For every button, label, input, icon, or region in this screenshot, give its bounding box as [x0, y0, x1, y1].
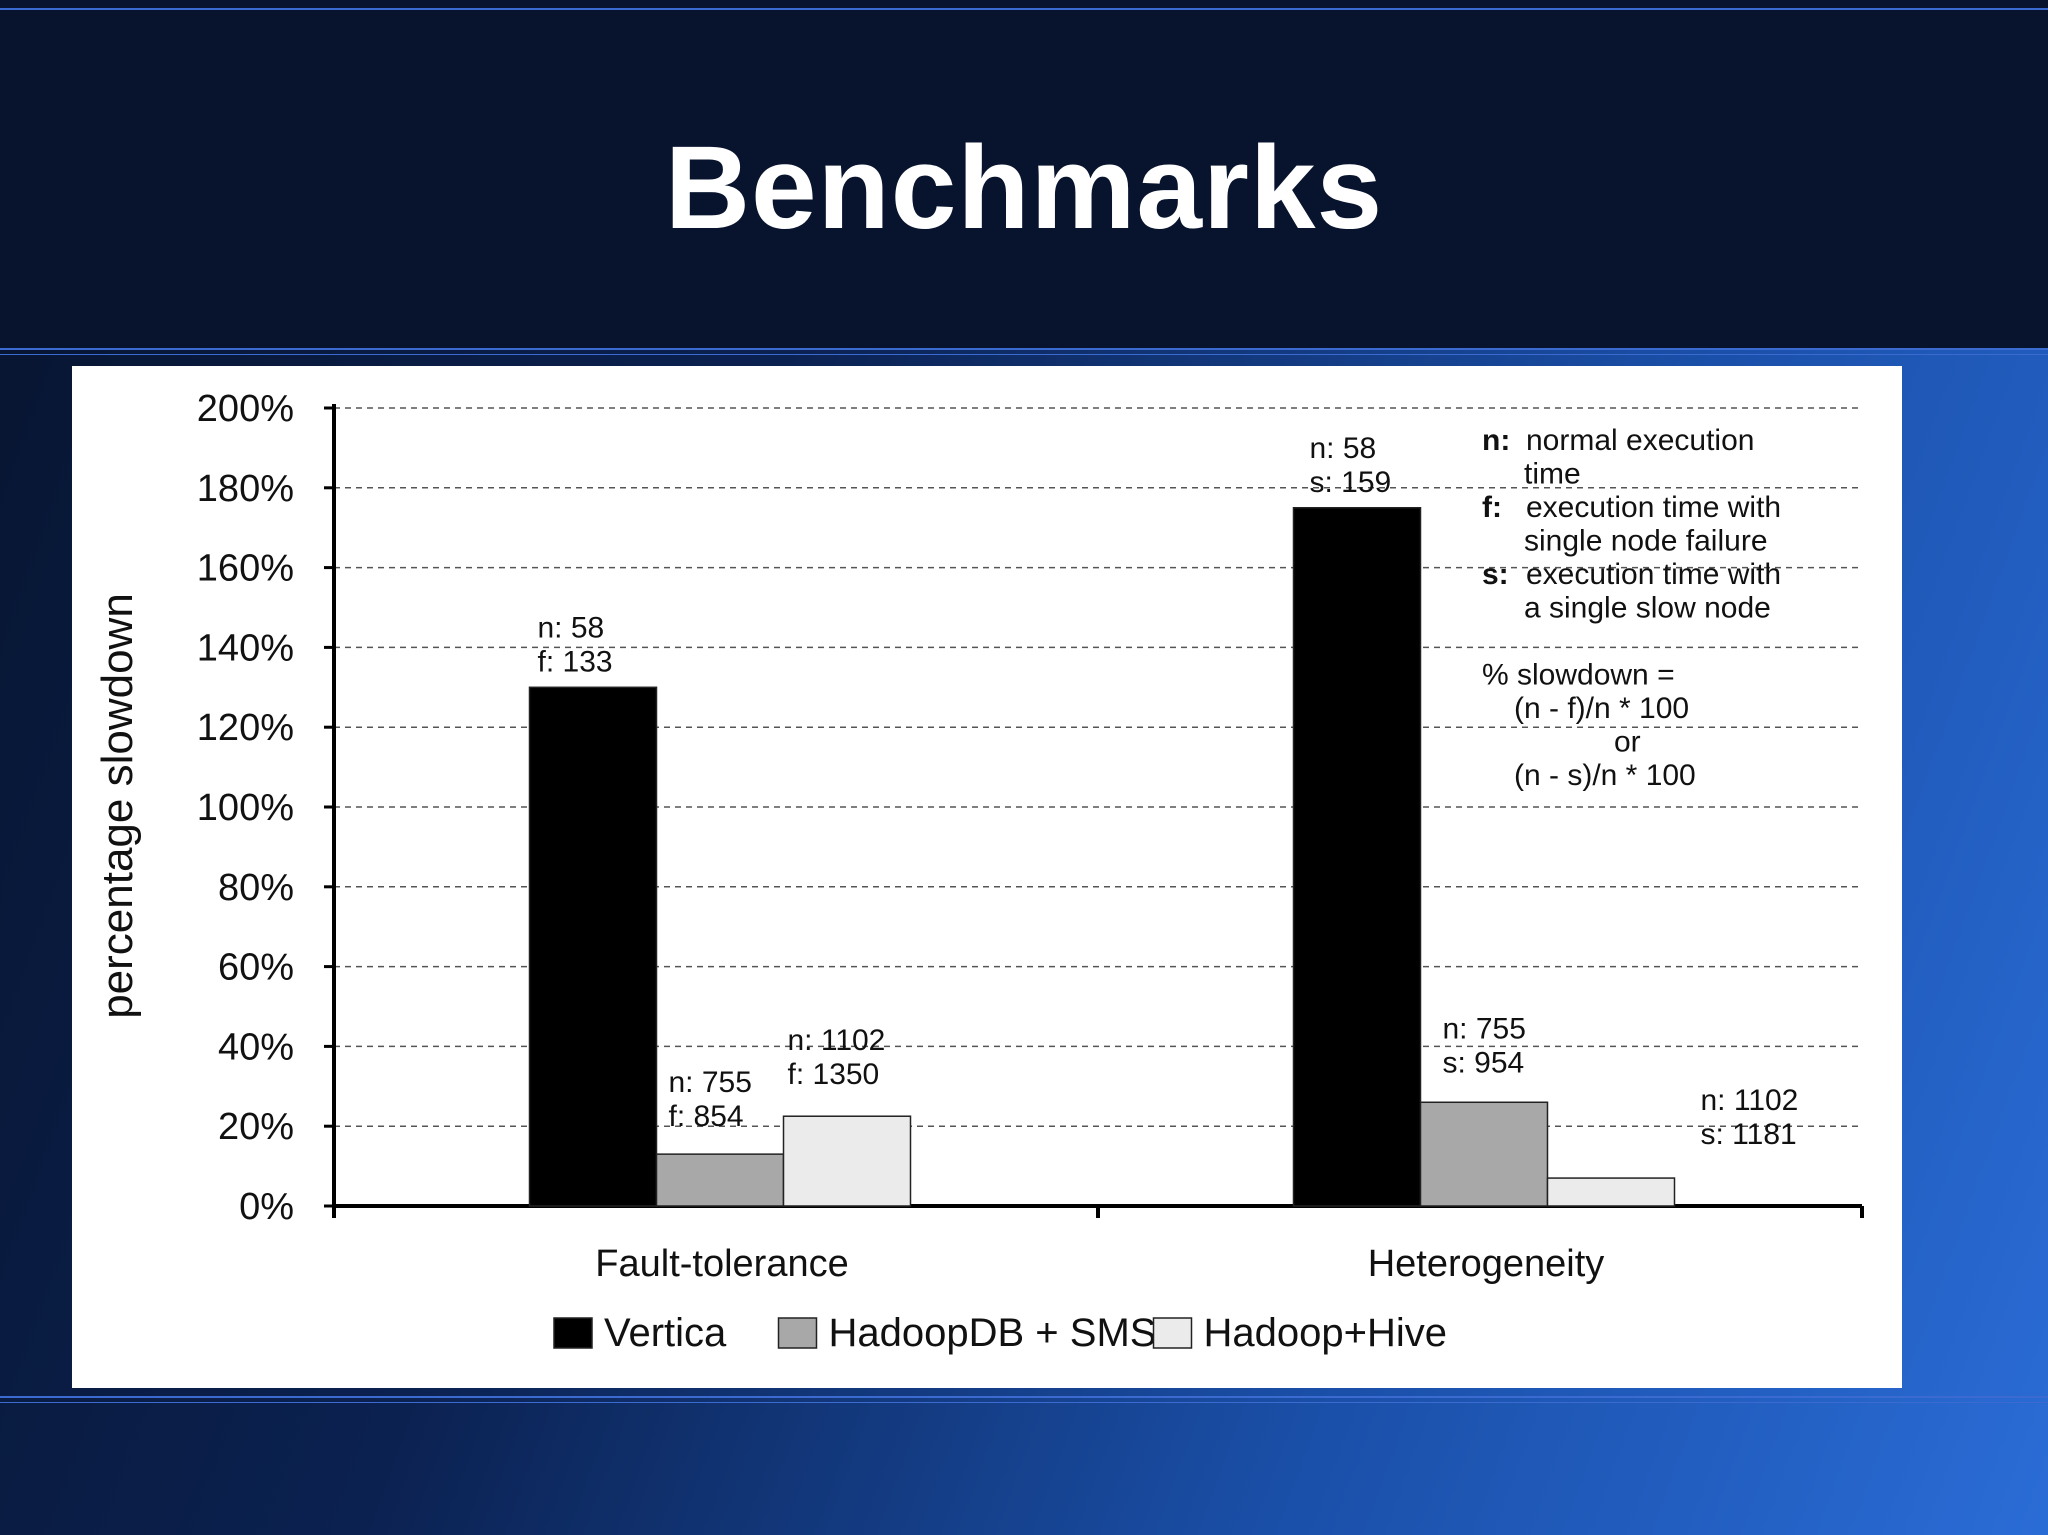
- legend-label: Vertica: [604, 1311, 727, 1355]
- data-label: f: 133: [538, 645, 613, 678]
- bar-chart: 0% 20% 40% 60% 80% 100% 120% 140% 160% 180% 200% n…: [93, 388, 1864, 1355]
- y-tick-label: 80%: [218, 867, 294, 909]
- legend-swatch: [777, 1317, 818, 1349]
- y-tick-label: 100%: [197, 787, 294, 829]
- legend-key: s:: [1482, 558, 1509, 591]
- legend-label: Hadoop+Hive: [1204, 1311, 1448, 1355]
- data-label: n: 1102: [788, 1024, 886, 1057]
- y-tick-label: 0%: [239, 1186, 294, 1228]
- legend-key-text: normal execution: [1526, 424, 1754, 457]
- y-tick-label: 160%: [197, 548, 294, 590]
- bottom-rule-thin: [0, 1402, 2048, 1403]
- data-label: s: 159: [1310, 466, 1392, 499]
- legend-key-text: execution time with: [1526, 558, 1781, 591]
- x-category-label: Heterogeneity: [1368, 1243, 1605, 1285]
- data-label: n: 1102: [1701, 1084, 1799, 1117]
- formula-line: (n - s)/n * 100: [1514, 759, 1696, 792]
- title-rule-thin: [0, 354, 2048, 355]
- y-axis-label: percentage slowdown: [93, 593, 142, 1019]
- formula-line: or: [1614, 726, 1641, 759]
- formula-line: (n - f)/n * 100: [1514, 692, 1689, 725]
- formula-line: % slowdown =: [1482, 659, 1675, 692]
- data-label: f: 854: [669, 1100, 744, 1133]
- legend-label: HadoopDB + SMS: [829, 1311, 1157, 1355]
- x-category-label: Fault-tolerance: [595, 1243, 848, 1285]
- legend-key-text: single node failure: [1524, 525, 1768, 558]
- legend-swatch: [1152, 1317, 1193, 1349]
- legend-key: n:: [1482, 424, 1510, 457]
- bar: [1292, 507, 1422, 1207]
- bar: [782, 1115, 912, 1207]
- legend-swatch: [553, 1317, 593, 1349]
- data-label: n: 755: [1443, 1012, 1526, 1045]
- bar: [528, 686, 658, 1207]
- legend-key: f:: [1482, 491, 1502, 524]
- y-tick-label: 40%: [218, 1026, 294, 1068]
- slide-title: Benchmarks: [664, 122, 1384, 254]
- legend-key-text: time: [1524, 458, 1581, 491]
- y-tick-label: 20%: [218, 1106, 294, 1148]
- y-tick-label: 120%: [197, 707, 294, 749]
- title-rule: [0, 348, 2048, 350]
- y-tick-label: 140%: [197, 627, 294, 669]
- chart-panel: 0% 20% 40% 60% 80% 100% 120% 140% 160% 180% 200% n…: [72, 366, 1902, 1388]
- bar: [655, 1153, 785, 1207]
- data-label: n: 755: [669, 1066, 752, 1099]
- y-tick-label: 180%: [197, 468, 294, 510]
- title-bar: [0, 0, 2048, 350]
- legend-key-text: a single slow node: [1524, 592, 1771, 625]
- data-label: n: 58: [538, 611, 605, 644]
- y-tick-label: 200%: [197, 388, 294, 430]
- data-label: s: 1181: [1701, 1118, 1797, 1151]
- bar: [1546, 1177, 1676, 1207]
- legend-key-text: execution time with: [1526, 491, 1781, 524]
- data-label: f: 1350: [788, 1058, 880, 1091]
- y-tick-label: 60%: [218, 947, 294, 989]
- data-label: s: 954: [1443, 1046, 1525, 1079]
- bar: [1419, 1101, 1549, 1207]
- top-rule: [0, 8, 2048, 10]
- data-label: n: 58: [1310, 432, 1377, 465]
- bottom-rule: [0, 1396, 2048, 1398]
